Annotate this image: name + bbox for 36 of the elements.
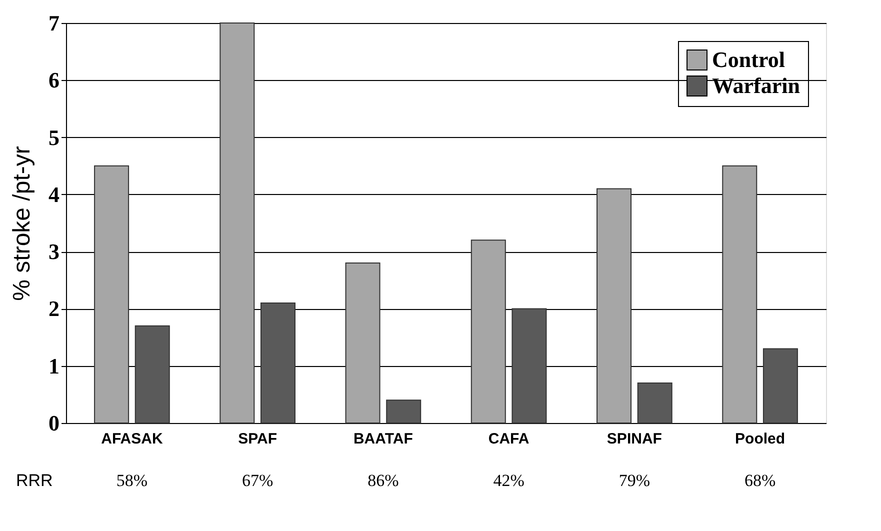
y-tick-label: 1 (48, 353, 60, 378)
y-tick-label: 3 (48, 239, 60, 264)
y-tick-label: 7 (48, 10, 60, 36)
bar (637, 382, 672, 424)
legend-label: Warfarin (712, 73, 800, 98)
legend-label: Control (712, 47, 785, 72)
y-tick-label: 6 (48, 68, 60, 93)
x-tick-label: BAATAF (353, 430, 413, 448)
y-tick-label: 5 (48, 124, 60, 150)
y-axis-title: % stroke /pt-yr (8, 146, 36, 301)
bar (470, 240, 506, 424)
text: 58% (116, 471, 148, 490)
bar (94, 165, 130, 424)
bar (260, 302, 296, 424)
text: 67% (242, 471, 274, 490)
bar (345, 262, 380, 424)
bar (134, 325, 170, 424)
y-tick-label: 4 (48, 182, 60, 207)
bar (512, 308, 547, 424)
text: 42% (493, 471, 524, 490)
bar (596, 188, 632, 424)
bar (762, 348, 798, 424)
text: 86% (368, 471, 399, 490)
bar (386, 400, 422, 424)
y-tick-label: 2 (48, 296, 60, 322)
bar (722, 165, 758, 424)
y-tick-label: 0 (48, 410, 60, 436)
text: 68% (744, 471, 776, 490)
bar (220, 22, 255, 424)
x-tick-label: SPAF (238, 430, 278, 448)
x-tick-label: SPINAF (606, 430, 662, 448)
text: 79% (618, 471, 650, 490)
x-tick-label: AFASAK (101, 430, 163, 448)
x-tick-label: CAFA (488, 430, 530, 448)
x-tick-label: Pooled (735, 430, 786, 448)
text: RRR (16, 471, 53, 490)
